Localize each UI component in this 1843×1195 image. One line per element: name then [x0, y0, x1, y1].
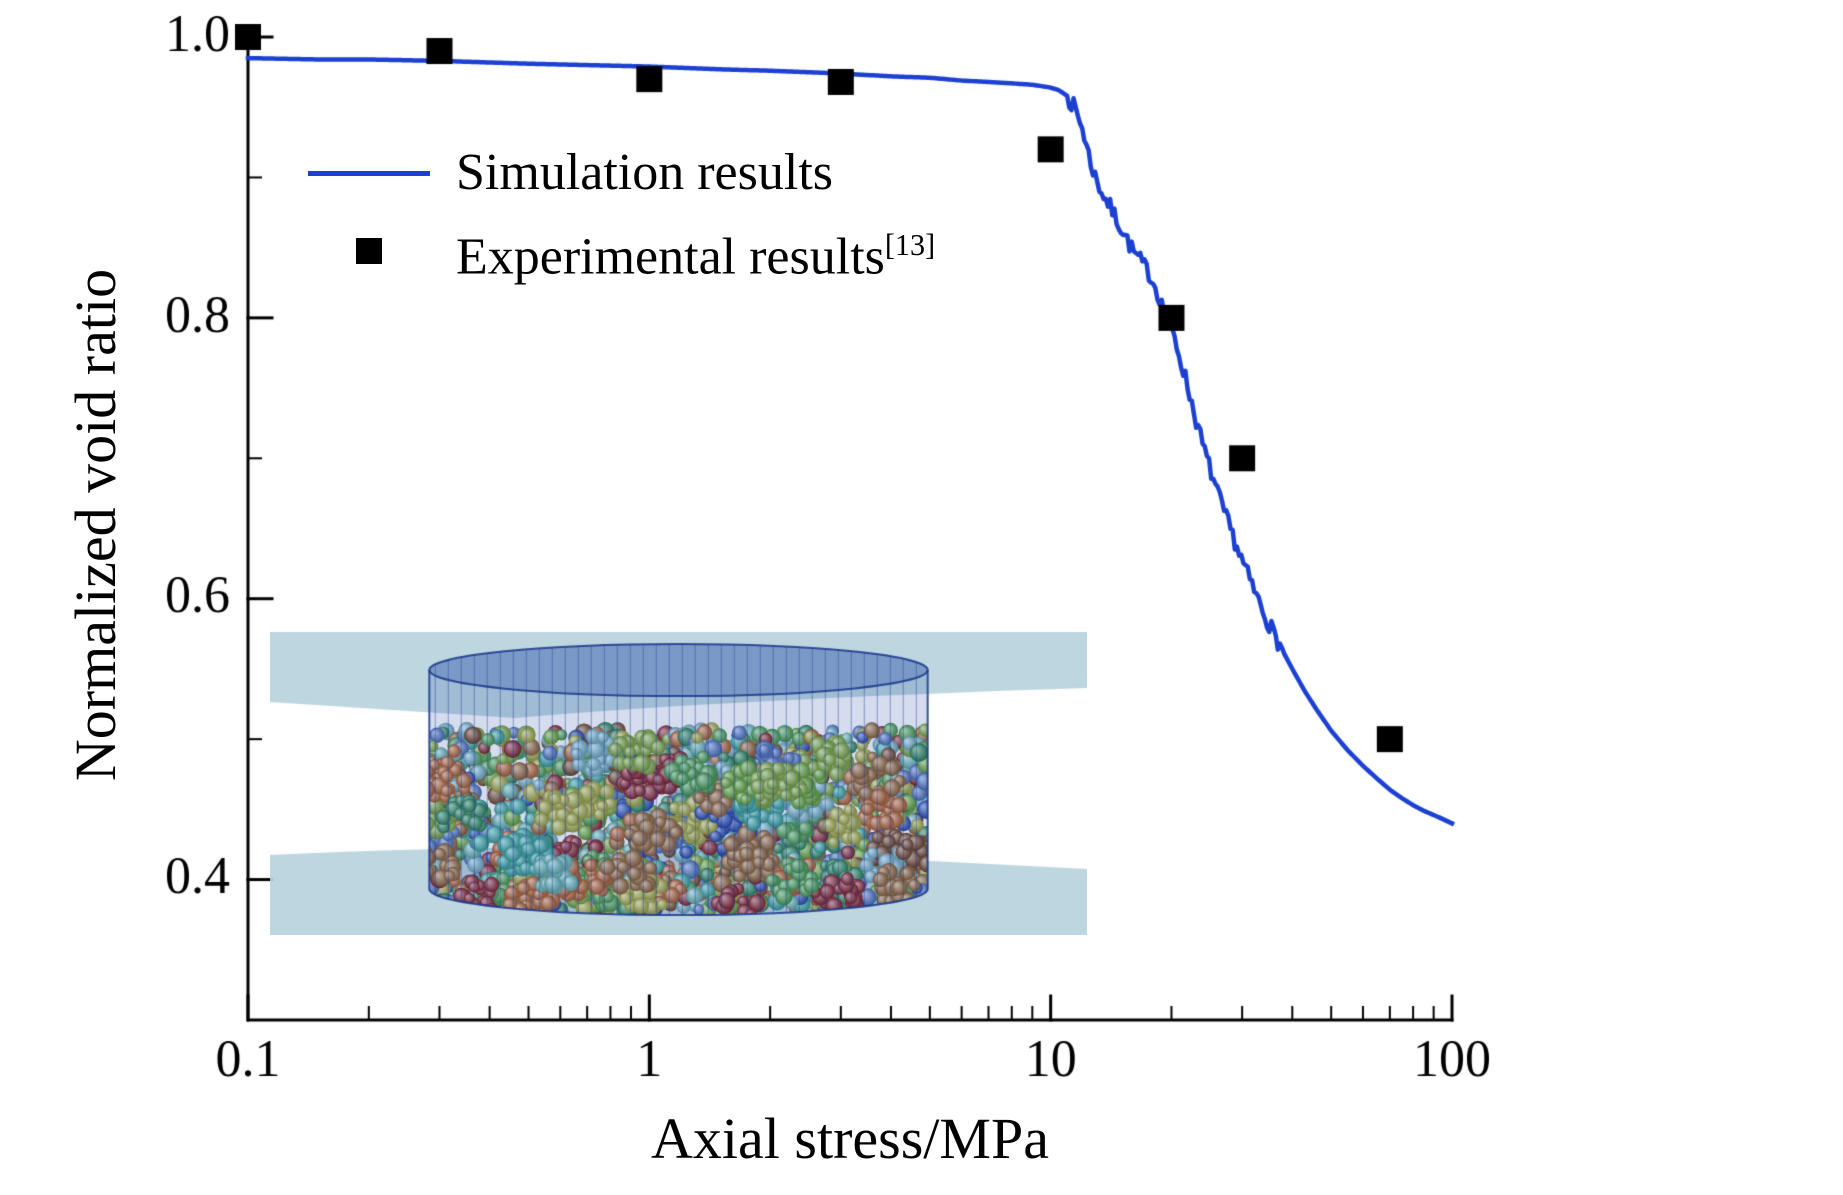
x-axis-title: Axial stress/MPa	[651, 1106, 1049, 1171]
legend-item-experimental: Experimental results[13]	[308, 214, 935, 288]
legend-label-experimental: Experimental results[13]	[456, 228, 936, 286]
legend-item-simulation: Simulation results	[308, 142, 935, 204]
line-swatch	[308, 170, 430, 176]
particle-assembly-inset	[270, 630, 1087, 935]
legend-label-simulation: Simulation results	[456, 144, 833, 201]
square-marker-swatch	[356, 238, 382, 265]
legend: Simulation results Experimental results[…	[308, 142, 935, 288]
y-axis-title: Normalized void ratio	[63, 268, 128, 782]
